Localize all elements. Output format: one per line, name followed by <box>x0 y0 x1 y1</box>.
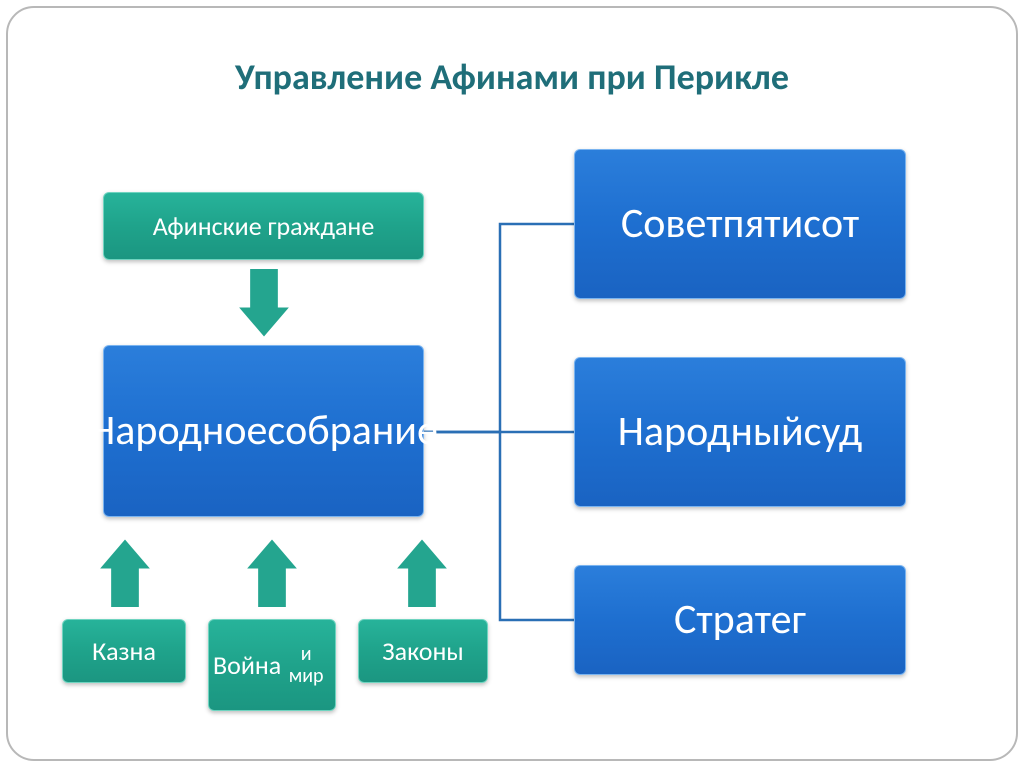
node-assembly: Народноесобрание <box>103 345 424 517</box>
node-war_peace: Войнаи мир <box>208 619 336 711</box>
node-strategos: Стратег <box>574 565 906 675</box>
node-laws: Законы <box>358 619 488 683</box>
node-council: Советпятисот <box>574 149 906 299</box>
slide-title: Управление Афинами при Перикле <box>0 55 1024 99</box>
node-treasury: Казна <box>62 619 186 683</box>
node-court: Народныйсуд <box>574 357 906 507</box>
node-citizens: Афинские граждане <box>103 192 424 260</box>
